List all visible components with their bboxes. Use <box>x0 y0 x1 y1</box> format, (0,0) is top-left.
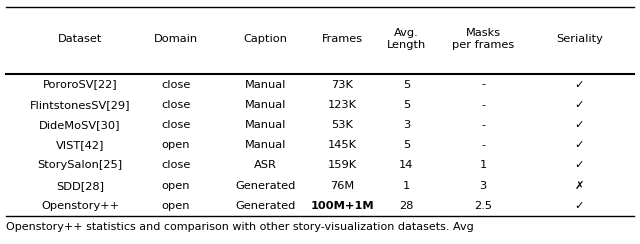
Text: VIST[42]: VIST[42] <box>56 140 104 150</box>
Text: 53K: 53K <box>332 120 353 130</box>
Text: Manual: Manual <box>245 140 286 150</box>
Text: ✓: ✓ <box>575 140 584 150</box>
Text: Manual: Manual <box>245 80 286 90</box>
Text: Manual: Manual <box>245 100 286 110</box>
Text: Masks
per frames: Masks per frames <box>452 28 515 50</box>
Text: Domain: Domain <box>154 34 198 44</box>
Text: 5: 5 <box>403 80 410 90</box>
Text: -: - <box>481 120 485 130</box>
Text: 28: 28 <box>399 201 413 211</box>
Text: Dataset: Dataset <box>58 34 102 44</box>
Text: close: close <box>161 100 191 110</box>
Text: 76M: 76M <box>330 181 355 191</box>
Text: -: - <box>481 80 485 90</box>
Text: 73K: 73K <box>332 80 353 90</box>
Text: open: open <box>162 181 190 191</box>
Text: 3: 3 <box>403 120 410 130</box>
Text: SDD[28]: SDD[28] <box>56 181 104 191</box>
Text: ✓: ✓ <box>575 80 584 90</box>
Text: 1: 1 <box>479 160 487 170</box>
Text: Caption: Caption <box>244 34 287 44</box>
Text: 145K: 145K <box>328 140 357 150</box>
Text: open: open <box>162 201 190 211</box>
Text: Manual: Manual <box>245 120 286 130</box>
Text: 5: 5 <box>403 140 410 150</box>
Text: -: - <box>481 140 485 150</box>
Text: 1: 1 <box>403 181 410 191</box>
Text: FlintstonesSV[29]: FlintstonesSV[29] <box>29 100 131 110</box>
Text: 123K: 123K <box>328 100 357 110</box>
Text: ASR: ASR <box>254 160 277 170</box>
Text: Generated: Generated <box>236 201 296 211</box>
Text: 100M+1M: 100M+1M <box>310 201 374 211</box>
Text: Openstory++ statistics and comparison with other story-visualization datasets. A: Openstory++ statistics and comparison wi… <box>6 222 474 232</box>
Text: 3: 3 <box>479 181 487 191</box>
Text: close: close <box>161 80 191 90</box>
Text: StorySalon[25]: StorySalon[25] <box>37 160 123 170</box>
Text: 14: 14 <box>399 160 413 170</box>
Text: ✓: ✓ <box>575 160 584 170</box>
Text: close: close <box>161 160 191 170</box>
Text: Openstory++: Openstory++ <box>41 201 119 211</box>
Text: 2.5: 2.5 <box>474 201 492 211</box>
Text: ✓: ✓ <box>575 100 584 110</box>
Text: DideMoSV[30]: DideMoSV[30] <box>39 120 121 130</box>
Text: ✗: ✗ <box>575 181 584 191</box>
Text: ✓: ✓ <box>575 201 584 211</box>
Text: close: close <box>161 120 191 130</box>
Text: Seriality: Seriality <box>556 34 603 44</box>
Text: Frames: Frames <box>322 34 363 44</box>
Text: PororoSV[22]: PororoSV[22] <box>43 80 117 90</box>
Text: Generated: Generated <box>236 181 296 191</box>
Text: 5: 5 <box>403 100 410 110</box>
Text: ✓: ✓ <box>575 120 584 130</box>
Text: open: open <box>162 140 190 150</box>
Text: 159K: 159K <box>328 160 357 170</box>
Text: -: - <box>481 100 485 110</box>
Text: Avg.
Length: Avg. Length <box>387 28 426 50</box>
